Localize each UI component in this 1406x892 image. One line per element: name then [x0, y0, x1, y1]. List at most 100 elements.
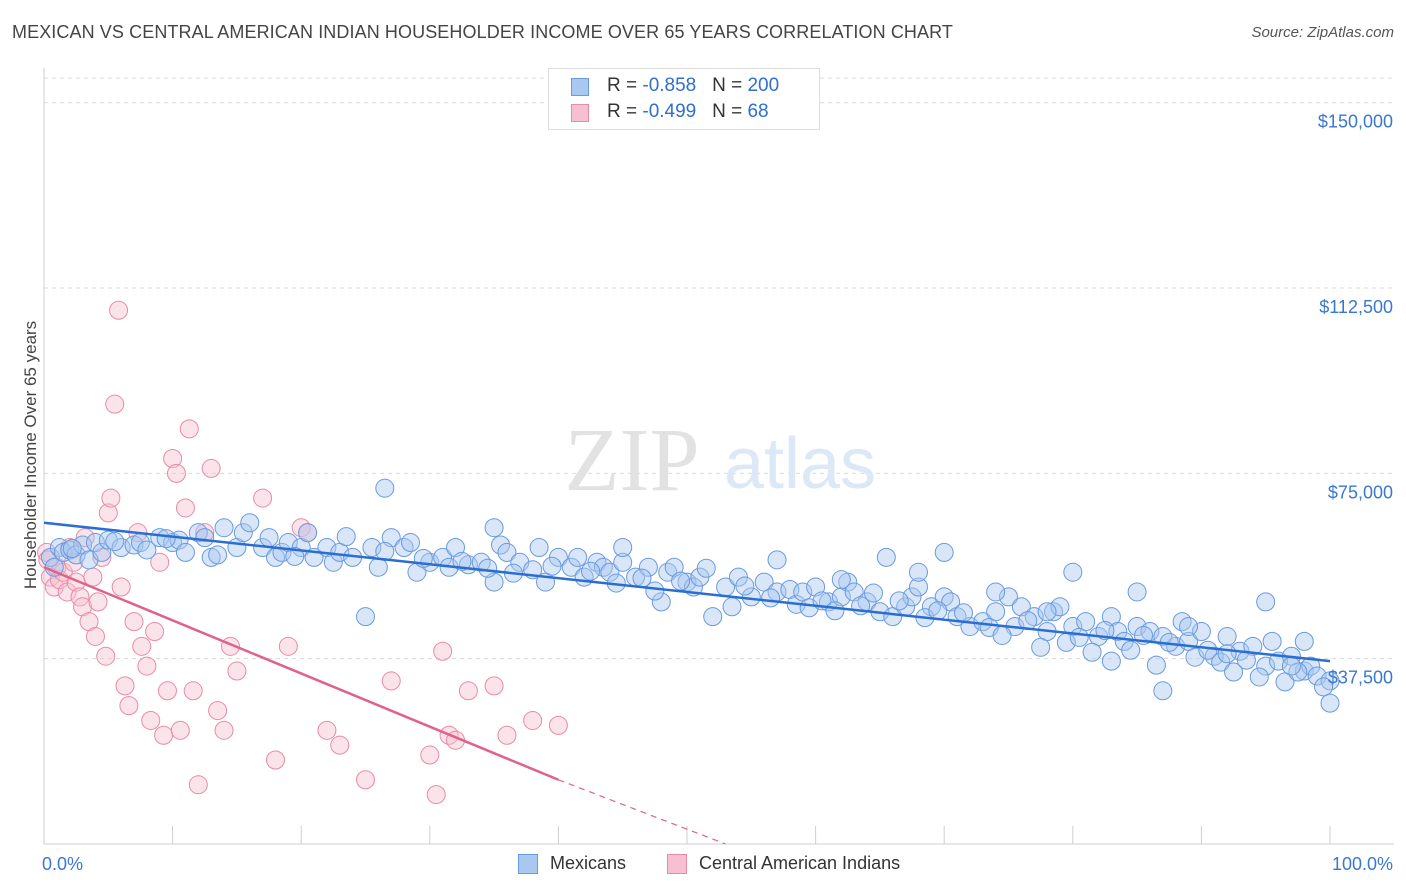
- mexican-point: [484, 572, 504, 592]
- mexican-point: [767, 550, 787, 570]
- mexican-point: [806, 577, 826, 597]
- mexican-point: [240, 513, 260, 533]
- mexican-point: [195, 528, 215, 548]
- mexican-point: [876, 547, 896, 567]
- central-american-point: [278, 636, 298, 656]
- mexican-point: [62, 538, 82, 558]
- watermark-atlas: atlas: [724, 424, 876, 504]
- mexican-point: [336, 527, 356, 547]
- mexican-point: [999, 587, 1018, 607]
- mexican-point: [992, 625, 1012, 645]
- central-american-point: [330, 735, 350, 755]
- central-american-point: [265, 750, 285, 770]
- y-tick-label: $37,500: [1328, 668, 1393, 688]
- mexican-point: [150, 528, 170, 548]
- mexicans-trend-line: [43, 521, 1331, 663]
- mexican-point: [1198, 640, 1218, 660]
- y-tick-label: $112,500: [1319, 297, 1393, 317]
- mexican-point: [1320, 693, 1340, 713]
- central-american-point: [64, 552, 84, 572]
- mexican-point: [278, 533, 298, 553]
- mexican-point: [1307, 666, 1327, 686]
- central-trend-line: [43, 566, 559, 781]
- central-american-point: [124, 612, 144, 632]
- central-american-point: [141, 710, 161, 730]
- central-american-point: [163, 449, 183, 469]
- y-axis-label: Householder Income Over 65 years: [21, 321, 40, 589]
- mexican-points: [40, 478, 1340, 713]
- legend-r-value: -0.499: [642, 101, 697, 122]
- mexican-point: [1082, 642, 1102, 662]
- mexican-point: [1179, 617, 1199, 637]
- central-american-point: [433, 641, 453, 661]
- mexican-point: [401, 533, 421, 553]
- central-american-point: [458, 681, 478, 701]
- mexican-point: [593, 557, 613, 577]
- central-american-point: [88, 592, 108, 612]
- watermark: ZIP atlas: [565, 411, 877, 510]
- mexican-point: [1281, 656, 1301, 676]
- legend-r-label: R =: [607, 101, 643, 122]
- mexican-point: [1191, 621, 1211, 641]
- mexican-point: [1314, 677, 1334, 697]
- axes: [43, 68, 1394, 845]
- mexican-point: [613, 537, 633, 557]
- legend-swatch-blue: [571, 78, 589, 96]
- mexican-point: [645, 581, 665, 601]
- mexican-point: [285, 546, 305, 566]
- mexican-point: [664, 557, 684, 577]
- mexican-point: [651, 592, 671, 612]
- mexican-point: [1101, 651, 1121, 671]
- central-american-point: [98, 503, 118, 523]
- mexican-point: [381, 528, 401, 548]
- central-american-point: [188, 775, 208, 795]
- mexican-point: [137, 540, 157, 560]
- legend-n-label: N =: [712, 101, 748, 122]
- mexican-point: [1256, 656, 1276, 676]
- central-american-point: [105, 394, 125, 414]
- mexican-point: [908, 562, 928, 582]
- central-trend-extension: [558, 779, 726, 845]
- mexican-point: [394, 537, 414, 557]
- mexican-point: [703, 607, 723, 627]
- mexican-point: [214, 518, 234, 538]
- central-american-point: [548, 715, 568, 735]
- mexican-point: [1011, 597, 1031, 617]
- legend-swatch-pink: [571, 104, 589, 122]
- mexican-point: [208, 545, 228, 565]
- mexican-point: [825, 601, 845, 621]
- central-american-point: [523, 710, 543, 730]
- mexican-point: [902, 587, 922, 607]
- central-american-point: [175, 498, 195, 518]
- central-american-point: [166, 463, 186, 483]
- mexican-point: [105, 532, 125, 552]
- mexican-point: [362, 537, 382, 557]
- mexican-point: [452, 551, 472, 571]
- bottom-legend-label: Central American Indians: [699, 853, 901, 873]
- legend-n-value: 68: [747, 101, 769, 122]
- mexican-point: [1037, 602, 1057, 622]
- mexican-point: [613, 552, 633, 572]
- central-american-point: [214, 720, 234, 740]
- mexican-point: [368, 557, 388, 577]
- legend-r-value: -0.858: [642, 75, 697, 96]
- chart-title: MEXICAN VS CENTRAL AMERICAN INDIAN HOUSE…: [12, 22, 954, 42]
- central-american-point: [208, 701, 228, 721]
- central-american-point: [109, 300, 129, 320]
- mexican-point: [1294, 631, 1314, 651]
- mexican-point: [298, 523, 318, 543]
- central-american-point: [484, 676, 504, 696]
- mexican-point: [375, 478, 395, 498]
- trend-lines: [43, 521, 1331, 845]
- central-american-point: [111, 577, 131, 597]
- central-american-point: [179, 419, 199, 439]
- legend-n-label: N =: [712, 75, 748, 96]
- mexican-point: [889, 591, 909, 611]
- central-american-point: [170, 720, 190, 740]
- central-american-point: [201, 458, 221, 478]
- mexican-point: [497, 542, 517, 562]
- mexican-point: [1050, 597, 1070, 617]
- tick-labels: $37,500 $75,000 $112,500 $150,000 0.0% 100.0%: [42, 112, 1393, 874]
- bottom-swatch-pink: [667, 854, 687, 874]
